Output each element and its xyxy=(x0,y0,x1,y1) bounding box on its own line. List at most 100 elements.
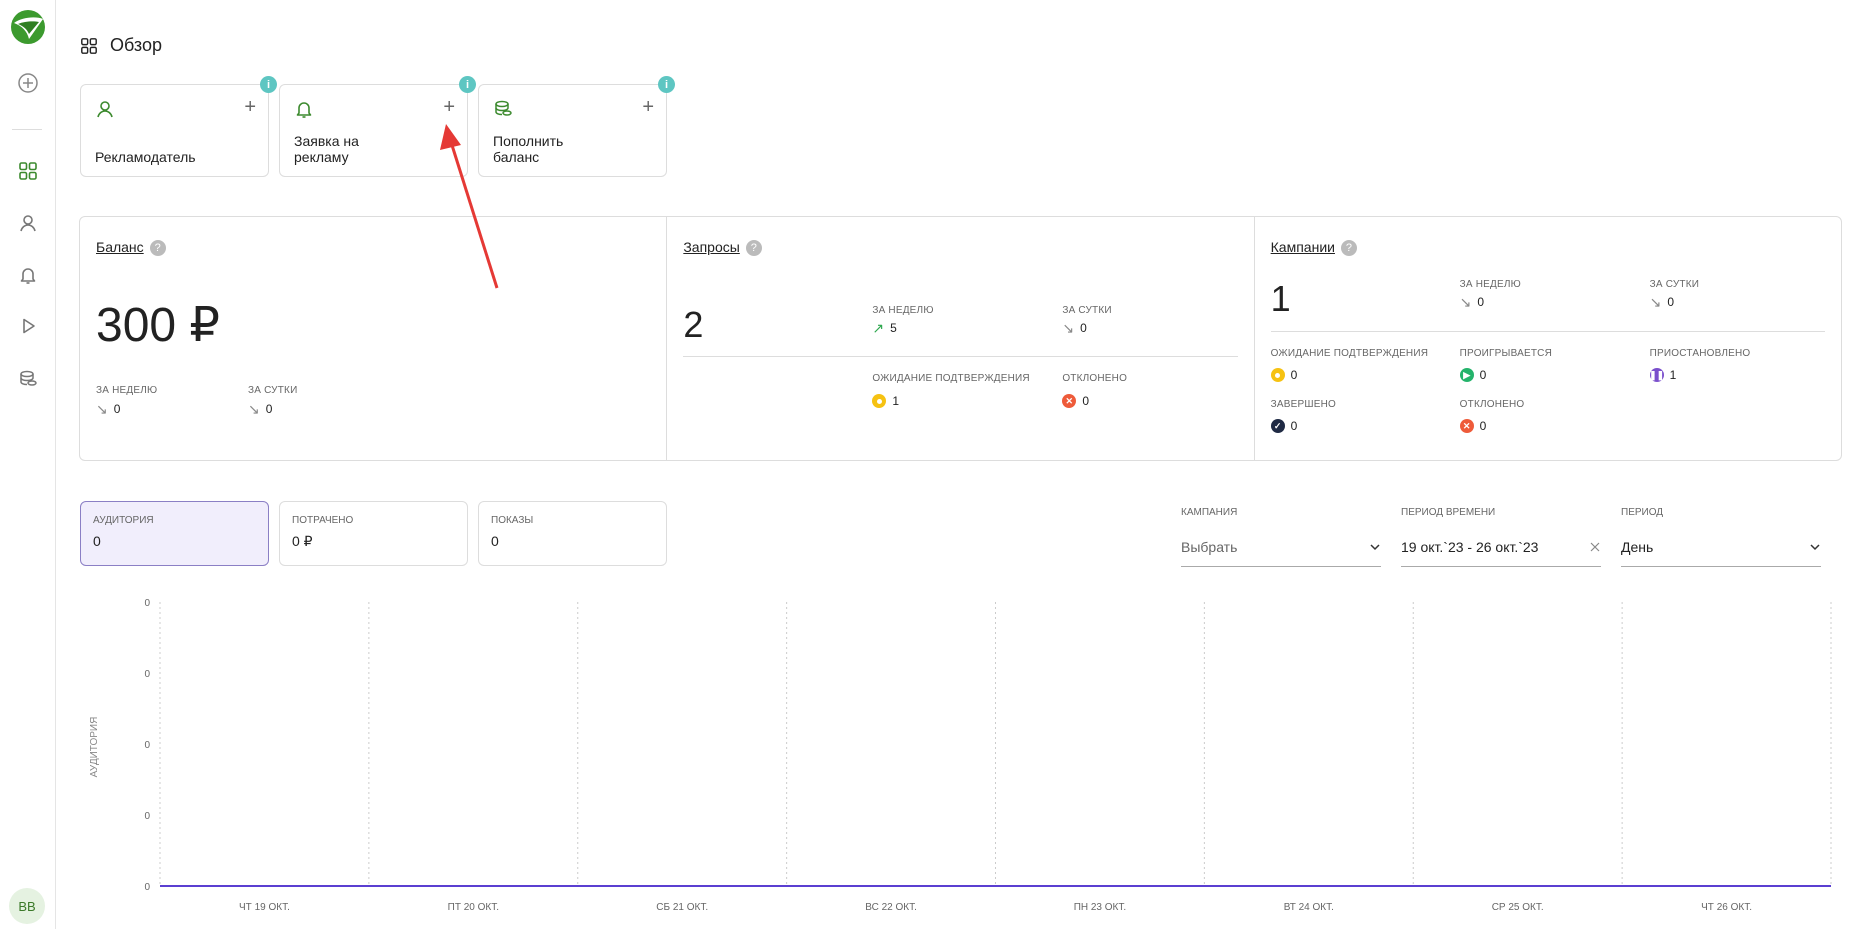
info-icon[interactable]: i xyxy=(260,76,277,93)
user-icon xyxy=(97,101,113,118)
quick-action-label: Пополнить баланс xyxy=(493,133,564,165)
requests-value: 2 xyxy=(683,304,704,345)
pending-value: 0 xyxy=(1270,368,1297,382)
period-select-value: День xyxy=(1621,539,1654,555)
week-label: ЗА НЕДЕЛЮ xyxy=(872,305,934,316)
x-tick-label: ЧТ 26 ОКТ. xyxy=(1701,902,1752,913)
trend-up-icon: ↗ xyxy=(872,320,885,336)
trend-down-icon: ↘ xyxy=(248,401,260,417)
x-tick-label: ЧТ 19 ОКТ. xyxy=(239,902,290,913)
coins-icon xyxy=(495,100,512,116)
requests-title[interactable]: Запросы? xyxy=(683,239,762,256)
campaign-select-value: Выбрать xyxy=(1181,539,1238,555)
tab-label: ПОТРАЧЕНО xyxy=(292,515,354,526)
pending-value: 1 xyxy=(872,394,899,408)
rejected-label: ОТКЛОНЕНО xyxy=(1062,373,1128,384)
pause-status-icon: ❚❚ xyxy=(1649,368,1664,382)
add-icon[interactable]: + xyxy=(443,96,455,118)
tab-label: АУДИТОРИЯ xyxy=(93,515,154,526)
balance-value: 300 ₽ xyxy=(96,299,220,352)
y-tick-label: 0 xyxy=(144,811,150,822)
trend-down-icon: ↘ xyxy=(1459,294,1472,310)
divider xyxy=(683,356,1238,357)
campaigns-title[interactable]: Кампании? xyxy=(1271,239,1357,256)
tab-value: 0 ₽ xyxy=(292,533,313,549)
quick-action-advertiser[interactable]: + Рекламодатель i xyxy=(80,76,277,177)
add-icon[interactable]: + xyxy=(642,96,654,118)
quick-action-label: Рекламодатель xyxy=(95,149,196,165)
coins-icon xyxy=(19,370,37,386)
pending-label: ОЖИДАНИЕ ПОДТВЕРЖДЕНИЯ xyxy=(1270,348,1429,359)
sidebar-item-campaigns[interactable] xyxy=(0,316,55,336)
sidebar-item-balance[interactable] xyxy=(0,369,55,389)
date-range-input[interactable]: 19 окт.`23 - 26 окт.`23 xyxy=(1401,528,1601,567)
campaign-filter-label: КАМПАНИЯ xyxy=(1181,507,1238,518)
quick-action-top-up[interactable]: + Пополнить баланс i xyxy=(478,76,675,177)
sidebar-item-overview[interactable] xyxy=(0,161,55,181)
sidebar-item-requests[interactable] xyxy=(0,265,55,285)
day-value: ↘ 0 xyxy=(1649,294,1675,310)
play-status-icon: ▶ xyxy=(1459,368,1474,382)
create-button[interactable] xyxy=(0,72,55,94)
chevron-down-icon xyxy=(1810,544,1820,551)
x-tick-label: ВС 22 ОКТ. xyxy=(865,902,917,913)
x-tick-label: СБ 21 ОКТ. xyxy=(656,902,708,913)
pending-status-icon xyxy=(1270,368,1285,382)
day-label: ЗА СУТКИ xyxy=(248,385,298,396)
chevron-down-icon xyxy=(1370,544,1380,551)
help-icon[interactable]: ? xyxy=(149,240,166,256)
balance-panel: Баланс? 300 ₽ ЗА НЕДЕЛЮ ↘ 0 ЗА СУТКИ ↘ 0 xyxy=(80,217,668,460)
x-tick-label: ПТ 20 ОКТ. xyxy=(448,902,499,913)
chart-svg: 0 0 0 0 0 АУДИТОРИЯ ЧТ 19 ОКТ. ПТ 20 ОКТ. СБ 21 … xyxy=(89,598,1832,913)
y-tick-label: 0 xyxy=(144,882,150,893)
logo-icon xyxy=(10,10,45,44)
period-select[interactable]: День xyxy=(1621,528,1821,567)
losing-label: ПРОИГРЫВАЕТСЯ xyxy=(1459,348,1553,359)
campaign-select[interactable]: Выбрать xyxy=(1181,528,1381,567)
tab-spent[interactable]: ПОТРАЧЕНО 0 ₽ xyxy=(279,501,468,566)
help-icon[interactable]: ? xyxy=(1340,240,1357,256)
rejected-status-icon: ✕ xyxy=(1062,394,1077,408)
avatar[interactable]: BB xyxy=(9,888,45,924)
app-logo[interactable] xyxy=(0,9,55,45)
plus-circle-icon xyxy=(17,73,38,93)
play-icon xyxy=(22,318,35,334)
tab-impressions[interactable]: ПОКАЗЫ 0 xyxy=(478,501,667,566)
rejected-value: ✕ 0 xyxy=(1459,419,1486,433)
info-icon[interactable]: i xyxy=(459,76,476,93)
y-tick-label: 0 xyxy=(144,740,150,751)
rejected-value: ✕ 0 xyxy=(1062,394,1089,408)
trend-down-icon: ↘ xyxy=(1062,320,1075,336)
day-value: ↘ 0 xyxy=(248,401,273,417)
day-label: ЗА СУТКИ xyxy=(1062,305,1112,316)
balance-title[interactable]: Баланс? xyxy=(96,239,166,256)
pending-status-icon xyxy=(872,394,887,408)
week-value: ↘ 0 xyxy=(96,401,121,417)
info-icon[interactable]: i xyxy=(658,76,675,93)
divider xyxy=(1270,331,1825,332)
x-tick-label: СР 25 ОКТ. xyxy=(1492,902,1544,913)
help-icon[interactable]: ? xyxy=(745,240,762,256)
tab-value: 0 xyxy=(93,533,101,549)
rejected-status-icon: ✕ xyxy=(1459,419,1474,433)
done-value: ✓ 0 xyxy=(1270,419,1297,433)
week-label: ЗА НЕДЕЛЮ xyxy=(96,385,158,396)
campaigns-value: 1 xyxy=(1270,278,1291,319)
week-label: ЗА НЕДЕЛЮ xyxy=(1459,279,1521,290)
paused-value: ❚❚ 1 xyxy=(1649,368,1677,382)
quick-action-ad-request[interactable]: + Заявка на рекламу i xyxy=(279,76,476,177)
stats-panels: Баланс? 300 ₽ ЗА НЕДЕЛЮ ↘ 0 ЗА СУТКИ ↘ 0 З… xyxy=(79,216,1842,461)
sidebar-item-advertisers[interactable] xyxy=(0,213,55,233)
trend-down-icon: ↘ xyxy=(96,401,108,417)
add-icon[interactable]: + xyxy=(244,96,256,118)
x-tick-label: ПН 23 ОКТ. xyxy=(1074,902,1126,913)
day-value: ↘ 0 xyxy=(1062,320,1087,336)
range-filter-label: ПЕРИОД ВРЕМЕНИ xyxy=(1401,507,1496,518)
quick-action-label: Заявка на рекламу xyxy=(294,133,359,165)
tab-audience[interactable]: АУДИТОРИЯ 0 xyxy=(80,501,269,566)
clear-icon[interactable] xyxy=(1589,541,1601,553)
pending-label: ОЖИДАНИЕ ПОДТВЕРЖДЕНИЯ xyxy=(872,373,1030,384)
grid-icon xyxy=(18,162,37,180)
bell-icon xyxy=(20,268,35,284)
paused-label: ПРИОСТАНОВЛЕНО xyxy=(1649,348,1751,359)
